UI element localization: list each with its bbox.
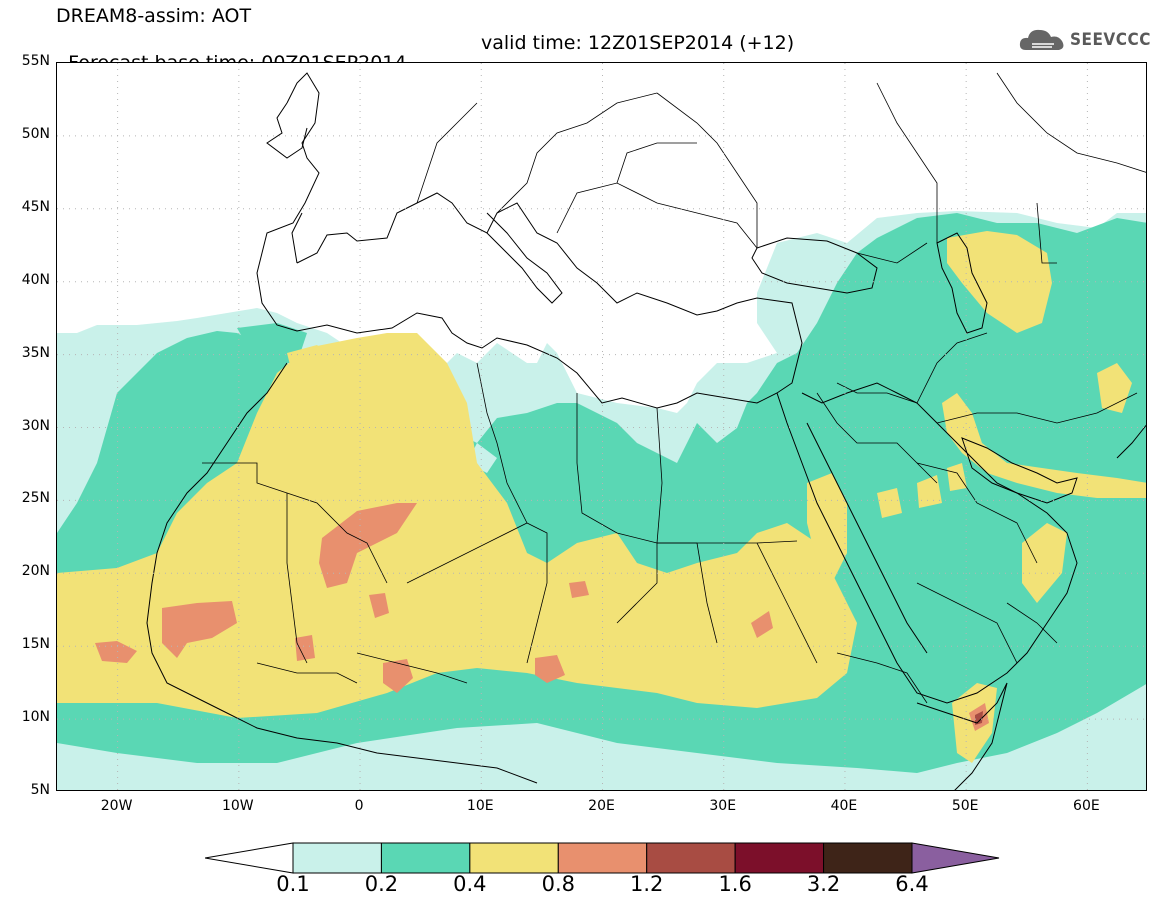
colorbar-over-triangle xyxy=(911,842,1000,874)
cloud-icon xyxy=(1019,29,1064,50)
aot-band-0.8-sudan xyxy=(535,655,565,683)
map-title: DREAM8-assim: AOT xyxy=(56,5,252,27)
lon-label: 40E xyxy=(830,798,858,814)
map-panel xyxy=(56,62,1147,791)
lon-label: 10E xyxy=(466,798,494,814)
aot-band-0.4-north xyxy=(287,345,337,383)
aot-band-0.4-arabia-spots xyxy=(877,463,967,518)
coastlines xyxy=(146,72,1146,790)
aot-band-0.4-iran xyxy=(1097,363,1132,413)
colorbar-level-label: 0.2 xyxy=(364,872,399,896)
lon-label: 50E xyxy=(951,798,979,814)
colorbar-swatch xyxy=(557,842,648,874)
colorbar-level-label: 1.2 xyxy=(630,872,664,896)
colorbar-level-label: 1.6 xyxy=(718,872,752,896)
colorbar-level-label: 0.1 xyxy=(276,872,310,896)
lat-label: 50N xyxy=(21,125,50,142)
colorbar-swatch xyxy=(380,842,471,874)
borders xyxy=(202,72,1146,704)
aot-map xyxy=(57,63,1146,790)
lat-label: 40N xyxy=(21,271,50,288)
colorbar-level-label: 3.2 xyxy=(806,872,841,896)
aot-band-0.4-sahara xyxy=(57,333,857,718)
lat-label: 10N xyxy=(21,709,50,726)
colorbar-swatch xyxy=(469,842,559,874)
lon-label: 20E xyxy=(588,798,615,814)
lon-label: 60E xyxy=(1073,798,1100,814)
lon-label: 20W xyxy=(100,798,133,814)
seevccc-logo: SEEVCCC xyxy=(1018,22,1158,58)
aot-band-0.4-oman xyxy=(1022,523,1067,603)
aot-band-0.8-east-sudan xyxy=(751,611,773,638)
lon-label: 30E xyxy=(709,798,737,814)
lat-label: 25N xyxy=(21,490,50,507)
lat-label: 55N xyxy=(21,53,50,69)
colorbar-swatch xyxy=(823,842,913,874)
colorbar-level-label: 0.4 xyxy=(453,872,487,896)
lat-label: 35N xyxy=(21,344,50,361)
aot-band-0.8-nigeria xyxy=(383,659,413,693)
lon-label: 0 xyxy=(354,798,364,814)
aot-band-0.8-chad xyxy=(295,635,315,661)
colorbar-swatch xyxy=(646,842,736,874)
logo-text: SEEVCCC xyxy=(1070,30,1151,50)
valid-time: valid time: 12Z01SEP2014 (+12) xyxy=(481,32,795,54)
lat-label: 45N xyxy=(21,198,50,215)
lat-label: 30N xyxy=(21,417,50,434)
colorbar-swatch xyxy=(734,842,825,874)
colorbar-under-triangle xyxy=(205,842,294,874)
aot-band-1.2-somalia xyxy=(975,711,983,725)
lat-label: 5N xyxy=(30,782,50,798)
lon-label: 10W xyxy=(221,798,254,814)
lat-label: 20N xyxy=(21,563,50,580)
aot-band-0.8-niger xyxy=(369,593,389,618)
aot-band-0.8-libya xyxy=(569,581,589,598)
colorbar-level-label: 0.8 xyxy=(541,872,575,896)
aot-band-0.8-mauritania xyxy=(162,601,237,658)
lat-label: 15N xyxy=(21,636,50,653)
colorbar-level-label: 6.4 xyxy=(895,872,929,896)
aot-band-0.4-gulf xyxy=(942,393,1146,498)
colorbar xyxy=(205,842,1000,874)
colorbar-swatch xyxy=(292,842,382,874)
